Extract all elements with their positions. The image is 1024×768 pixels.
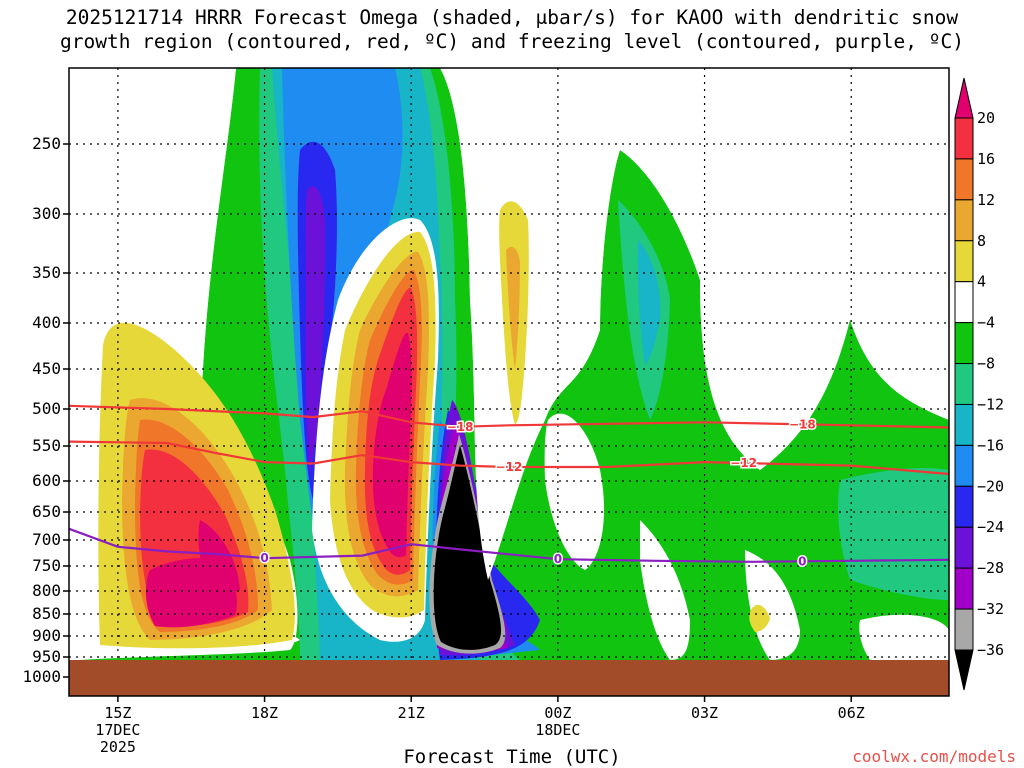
colorbar-segment <box>954 363 974 405</box>
colorbar-segment <box>954 526 974 569</box>
y-tick-label: 900 <box>32 626 61 645</box>
colorbar-label: −16 <box>977 436 1004 454</box>
y-tick-label: 550 <box>32 436 61 455</box>
omega-cyan-right <box>637 240 661 365</box>
colorbar-segment <box>954 608 974 651</box>
dendritic-bottom-label: −12 <box>730 456 757 470</box>
x-tick-label: 06Z <box>838 704 865 722</box>
x-tick-label: 18Z <box>251 704 278 722</box>
colorbar: 20 16 12 8 4 −4 −8 −12 −16 −20 −24 −28 −32 −36 <box>954 77 1004 691</box>
colorbar-label: −24 <box>977 518 1004 536</box>
colorbar-label: 4 <box>977 273 986 291</box>
colorbar-label: −32 <box>977 600 1004 618</box>
y-tick-label: 500 <box>32 399 61 418</box>
omega-purple <box>305 186 326 475</box>
x-tick-label: 21Z <box>398 704 425 722</box>
y-tick-label: 250 <box>32 134 61 153</box>
colorbar-label: −4 <box>977 314 995 332</box>
x-tick-sublabel: 2025 <box>100 738 136 756</box>
colorbar-label: −20 <box>977 477 1004 495</box>
y-tick-label: 600 <box>32 471 61 490</box>
grid-lines <box>69 68 949 660</box>
omega-gold-thin <box>506 246 520 370</box>
omega-magenta-mid <box>372 332 412 558</box>
y-tick-label: 800 <box>32 581 61 600</box>
colorbar-label: −36 <box>977 641 1004 659</box>
x-tick-sublabel: 17DEC <box>95 721 140 739</box>
omega-white-gap3 <box>859 614 949 660</box>
omega-teal-lowright <box>838 468 949 600</box>
colorbar-label: −28 <box>977 559 1004 577</box>
colorbar-segment <box>954 158 974 201</box>
freezing-level-label: 0 <box>260 551 268 565</box>
contour-lines: −18 −18 −12 −12 0 0 0 <box>68 404 950 570</box>
x-tick-label: 15Z <box>104 704 131 722</box>
dendritic-top-label: −18 <box>447 420 474 434</box>
chart-title: 2025121714 HRRR Forecast Omega (shaded, … <box>0 6 1024 54</box>
colorbar-segment <box>954 281 974 324</box>
colorbar-label: −12 <box>977 395 1004 413</box>
omega-white-gap2 <box>745 550 800 660</box>
y-axis: 250 300 350 400 450 500 550 600 650 700 750 800 850 9… <box>22 134 69 686</box>
ground-surface <box>69 660 949 696</box>
colorbar-segment <box>954 240 974 283</box>
dendritic-top-line <box>68 404 950 429</box>
omega-shading <box>69 68 949 660</box>
credit-text[interactable]: coolwx.com/models <box>852 747 1016 766</box>
colorbar-label: 8 <box>977 232 986 250</box>
colorbar-segment <box>954 485 974 528</box>
y-tick-label: 950 <box>32 647 61 666</box>
dendritic-top-label: −18 <box>789 417 816 431</box>
colorbar-label: −8 <box>977 355 995 373</box>
chart-title-line2: growth region (contoured, red, ºC) and f… <box>60 30 964 53</box>
y-tick-label: 450 <box>32 359 61 378</box>
y-tick-label: 1000 <box>22 667 61 686</box>
y-tick-label: 850 <box>32 604 61 623</box>
x-tick-label: 03Z <box>691 704 718 722</box>
dendritic-bottom-label: −12 <box>496 460 523 474</box>
colorbar-label: 16 <box>977 150 995 168</box>
omega-yellow-blob <box>749 604 770 632</box>
freezing-level-line <box>68 527 950 563</box>
x-tick-label: 00Z <box>544 704 571 722</box>
omega-white-topright <box>440 68 949 580</box>
colorbar-bottom-arrow <box>954 649 974 691</box>
x-tick-sublabel: 18DEC <box>535 721 580 739</box>
y-tick-label: 300 <box>32 204 61 223</box>
colorbar-segment <box>954 322 974 365</box>
dendritic-bottom-line <box>68 440 950 476</box>
plot-frame <box>68 67 950 697</box>
colorbar-label: 20 <box>977 109 995 127</box>
colorbar-segment <box>954 403 974 446</box>
omega-magenta-left2 <box>198 520 240 592</box>
y-tick-label: 700 <box>32 530 61 549</box>
y-tick-label: 750 <box>32 556 61 575</box>
colorbar-top-arrow <box>954 77 974 119</box>
freezing-level-label: 0 <box>798 554 806 568</box>
x-axis-title: Forecast Time (UTC) <box>403 746 621 768</box>
y-tick-label: 400 <box>32 313 61 332</box>
colorbar-segment <box>954 444 974 487</box>
chart-title-line1: 2025121714 HRRR Forecast Omega (shaded, … <box>65 6 959 29</box>
colorbar-label: 12 <box>977 191 995 209</box>
colorbar-segment <box>954 117 974 160</box>
colorbar-segment <box>954 199 974 242</box>
omega-white-gap1 <box>640 520 690 660</box>
y-tick-label: 350 <box>32 263 61 282</box>
y-tick-label: 650 <box>32 502 61 521</box>
colorbar-segment <box>954 567 974 610</box>
omega-white-right <box>544 413 605 570</box>
freezing-level-label: 0 <box>554 552 562 566</box>
omega-black <box>433 445 502 650</box>
